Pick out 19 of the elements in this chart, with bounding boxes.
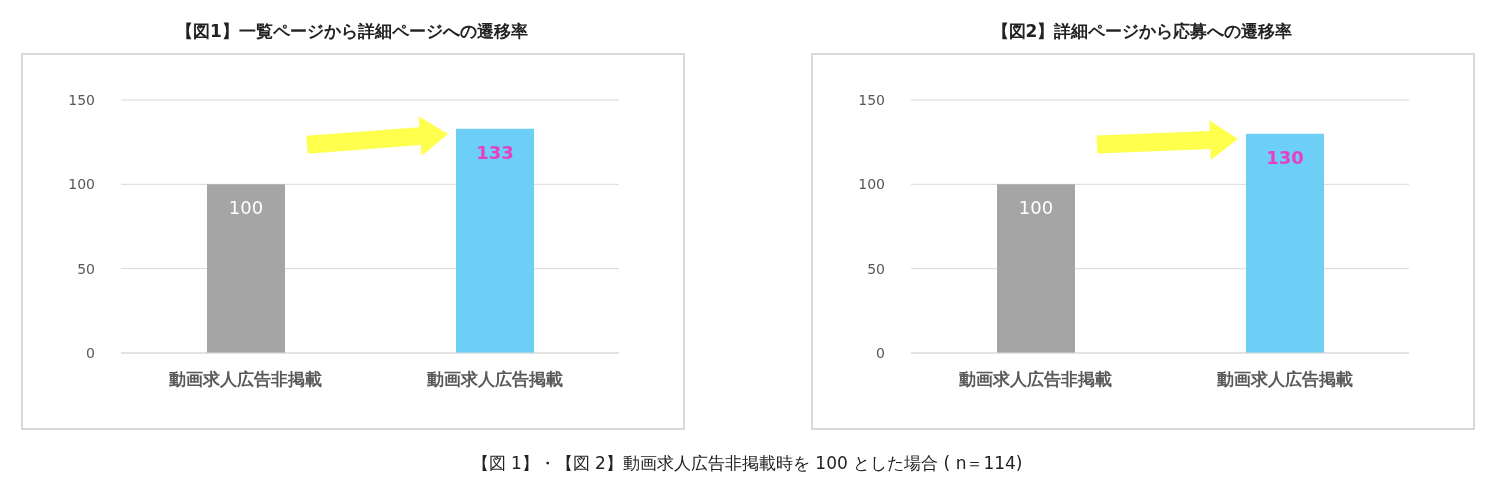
data-label: 133 [476,141,514,163]
x-tick-label: 動画求人広告掲載 [1215,369,1353,390]
x-tick-label: 動画求人広告掲載 [425,369,563,390]
chart-title: 【図2】詳細ページから応募への遷移率 [990,20,1294,43]
y-tick-label: 50 [77,260,95,277]
x-tick-label: 動画求人広告非掲載 [958,369,1112,390]
y-tick-label: 100 [68,176,95,193]
y-tick-label: 150 [858,91,885,108]
data-label: 130 [1266,146,1304,168]
data-label: 100 [228,197,264,219]
text: 【図 1】・【図 2】動画求人広告非掲載時を 100 とした場合 ( n＝114) [470,452,1024,475]
chart-title: 【図1】一覧ページから詳細ページへの遷移率 [175,20,529,43]
y-tick-label: 50 [867,260,885,277]
y-tick-label: 0 [876,344,885,361]
data-label: 100 [1018,197,1054,219]
y-tick-label: 100 [858,176,885,193]
y-tick-label: 0 [86,344,95,361]
x-tick-label: 動画求人広告非掲載 [168,369,322,390]
y-tick-label: 150 [68,91,95,108]
